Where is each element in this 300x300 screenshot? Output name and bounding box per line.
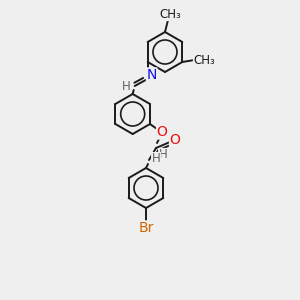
Text: H: H (152, 152, 160, 166)
Text: N: N (146, 68, 157, 82)
Text: CH₃: CH₃ (159, 8, 181, 20)
Text: O: O (157, 125, 167, 139)
Text: O: O (169, 133, 180, 147)
Text: H: H (159, 148, 167, 161)
Text: Br: Br (138, 221, 154, 235)
Text: CH₃: CH₃ (194, 53, 215, 67)
Text: H: H (122, 80, 131, 92)
